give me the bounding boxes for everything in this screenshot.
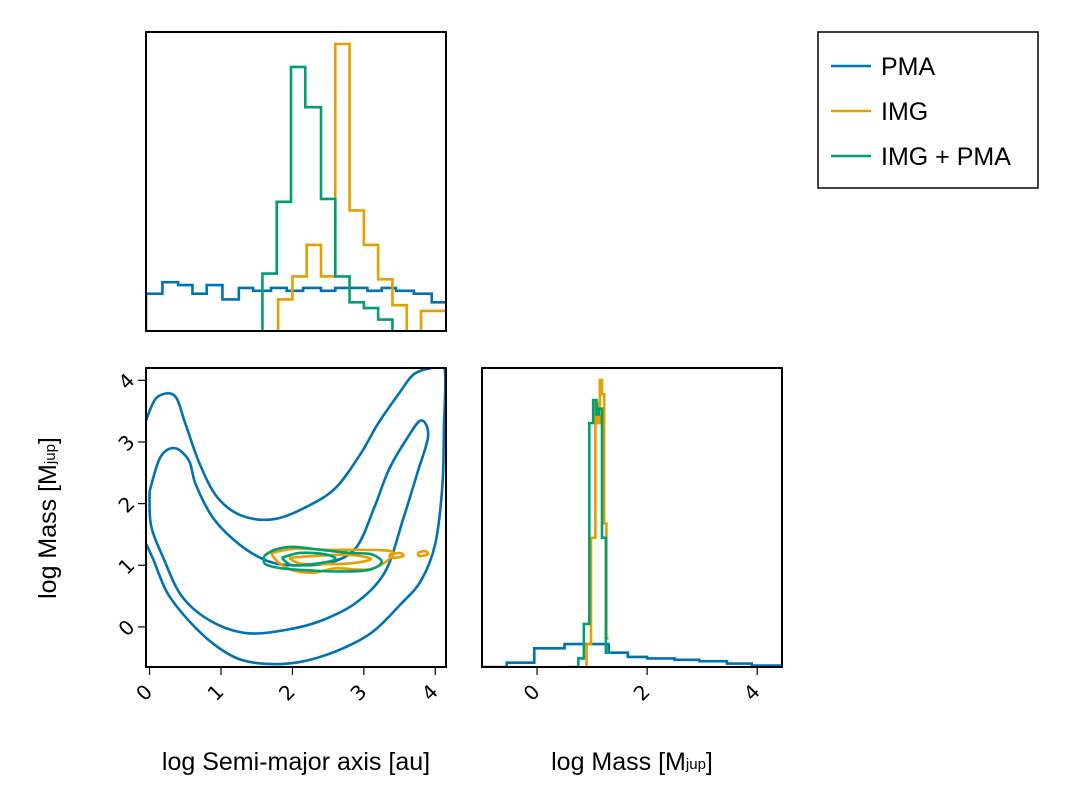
x-axis-label-right: log Mass [Mjup] bbox=[551, 748, 713, 776]
panel-frame-bottom-left bbox=[145, 367, 447, 668]
y-tick-label: 4 bbox=[113, 368, 139, 394]
x-tick-label: 4 bbox=[417, 680, 443, 706]
x-tick-label: 1 bbox=[203, 680, 229, 706]
histogram-pma bbox=[482, 642, 782, 667]
panel-frame-bottom-right bbox=[481, 367, 783, 668]
legend: PMA IMG IMG + PMA bbox=[817, 31, 1039, 189]
histogram-img-pma bbox=[567, 398, 612, 667]
x-tick-label: 4 bbox=[739, 680, 765, 706]
legend-label-pma: PMA bbox=[881, 53, 936, 81]
panel-bottom-right: 0 2 4 bbox=[481, 367, 783, 706]
contour-img-pma-6 bbox=[262, 545, 384, 573]
histogram-img bbox=[276, 42, 446, 331]
x-tick-label: 3 bbox=[345, 680, 371, 706]
contour-img-4 bbox=[387, 551, 405, 560]
x-tick-label: 0 bbox=[519, 680, 545, 706]
contour-img-3 bbox=[288, 553, 373, 566]
contour-pma-1 bbox=[148, 419, 430, 635]
legend-label-img-pma: IMG + PMA bbox=[881, 143, 1011, 171]
histogram-pma bbox=[146, 280, 446, 331]
histogram-img bbox=[585, 378, 609, 667]
contour-img-pma-7 bbox=[280, 551, 337, 567]
panel-bottom-left: 0 1 2 3 4 0 1 2 3 4 bbox=[113, 367, 447, 706]
y-tick-label: 1 bbox=[113, 553, 139, 579]
y-tick-label: 2 bbox=[113, 492, 139, 518]
x-tick-label: 0 bbox=[131, 680, 157, 706]
panel-frame-top-left bbox=[145, 31, 447, 332]
contour-img-5 bbox=[416, 549, 430, 558]
y-tick-label: 3 bbox=[113, 430, 139, 456]
legend-label-img: IMG bbox=[881, 98, 928, 126]
histogram-img-pma bbox=[261, 65, 394, 331]
x-axis-label-left: log Semi-major axis [au] bbox=[162, 748, 430, 776]
panel-top-left bbox=[145, 31, 447, 332]
x-tick-label: 2 bbox=[629, 680, 655, 706]
y-tick-label: 0 bbox=[113, 615, 139, 641]
x-tick-label: 2 bbox=[274, 680, 300, 706]
contour-pma-0 bbox=[146, 368, 446, 666]
y-axis-label: log Mass [Mjup] bbox=[34, 437, 62, 599]
